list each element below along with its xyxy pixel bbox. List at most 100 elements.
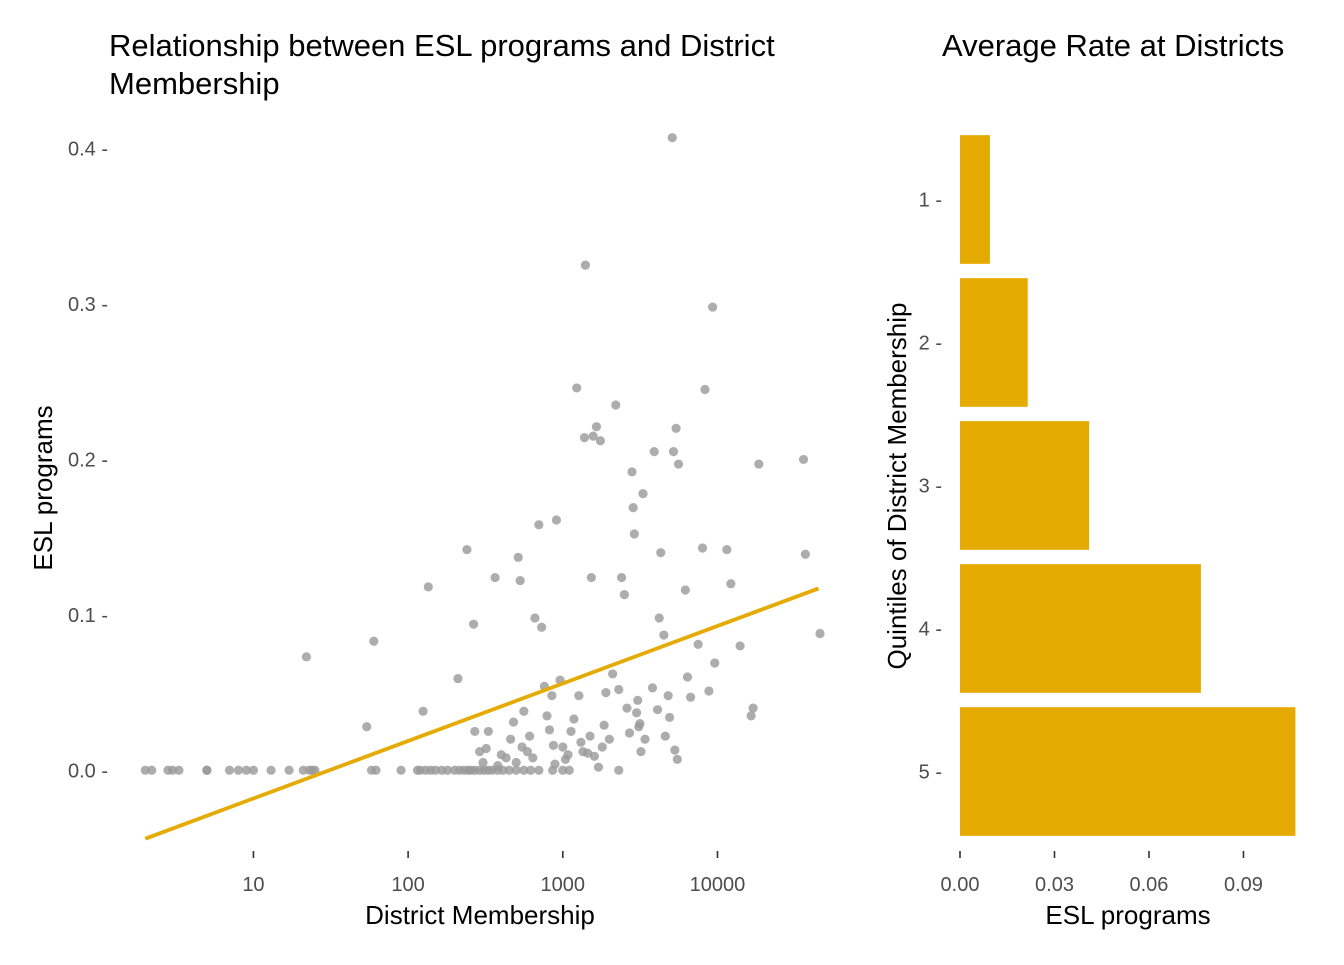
- data-point: [629, 529, 639, 539]
- data-point: [530, 613, 540, 623]
- data-point: [685, 692, 696, 702]
- bar: [960, 421, 1090, 550]
- data-point: [614, 765, 624, 775]
- data-point: [800, 549, 810, 559]
- data-point: [710, 658, 720, 668]
- data-point: [722, 544, 732, 555]
- scatter-y-tick-label: 0.0 -: [68, 760, 108, 782]
- trend-line: [144, 586, 820, 841]
- bar-x-tick-label: 0.09: [1224, 874, 1263, 896]
- scatter-title-line-1: Relationship between ESL programs and Di…: [109, 28, 775, 63]
- data-point: [301, 652, 312, 662]
- data-point: [519, 706, 529, 716]
- data-point: [754, 459, 764, 469]
- data-point: [633, 695, 643, 705]
- bar-x-axis-title: ESL programs: [1045, 900, 1210, 930]
- data-point: [640, 734, 650, 744]
- data-point: [593, 762, 604, 772]
- data-point: [468, 619, 479, 629]
- data-point: [418, 706, 428, 716]
- data-point: [140, 765, 150, 775]
- data-point: [511, 757, 521, 768]
- data-point: [511, 765, 521, 775]
- data-point: [481, 743, 491, 754]
- bar-x-axis: 0.00 0.03 0.06 0.09: [941, 851, 1263, 896]
- data-point: [266, 765, 276, 775]
- data-point: [526, 765, 536, 775]
- bar-y-axis: 1 - 2 - 3 - 4 - 5 -: [919, 190, 942, 784]
- data-point: [174, 765, 184, 775]
- data-point: [544, 725, 555, 735]
- data-point: [589, 751, 599, 761]
- bar-x-tick-label: 0.06: [1130, 874, 1169, 896]
- data-point: [569, 714, 579, 724]
- data-point: [284, 765, 294, 775]
- data-point: [659, 630, 669, 640]
- data-point: [202, 765, 212, 775]
- scatter-y-axis: 0.0 - 0.1 - 0.2 - 0.3 - 0.4 -: [68, 139, 108, 783]
- data-point: [443, 765, 453, 775]
- scatter-y-axis-title: ESL programs: [28, 405, 58, 570]
- data-point: [619, 590, 629, 600]
- data-point: [515, 576, 525, 586]
- data-point: [660, 731, 670, 741]
- data-point: [470, 726, 480, 737]
- data-point: [708, 302, 718, 312]
- data-point: [233, 765, 244, 775]
- data-point: [478, 757, 488, 768]
- data-point: [588, 431, 598, 441]
- data-point: [396, 765, 406, 775]
- data-point: [534, 765, 544, 775]
- data-point: [537, 622, 547, 632]
- data-point: [627, 467, 637, 477]
- bar: [960, 564, 1201, 693]
- data-point: [430, 765, 440, 775]
- data-point: [667, 133, 677, 143]
- scatter-x-tick-label: 10000: [690, 874, 746, 896]
- bar: [960, 135, 990, 264]
- data-point: [748, 703, 758, 713]
- data-point: [636, 747, 646, 757]
- data-point: [656, 548, 666, 558]
- data-point: [617, 572, 627, 583]
- data-point: [566, 726, 576, 737]
- data-point: [513, 552, 523, 562]
- scatter-panel: Relationship between ESL programs and Di…: [28, 28, 825, 930]
- data-point: [735, 641, 745, 651]
- data-point: [248, 765, 259, 775]
- scatter-x-axis: 10 100 1000 10000: [242, 851, 745, 896]
- data-point: [668, 447, 679, 457]
- data-point: [622, 703, 632, 713]
- data-point: [528, 753, 538, 763]
- data-point: [664, 712, 675, 723]
- data-point: [673, 459, 684, 469]
- data-point: [608, 669, 618, 679]
- data-point: [572, 383, 582, 393]
- data-point: [564, 765, 574, 775]
- data-point: [563, 750, 573, 760]
- data-point: [700, 384, 710, 395]
- data-point: [654, 613, 664, 623]
- data-point: [647, 683, 658, 693]
- data-point: [680, 585, 690, 595]
- bar: [960, 278, 1028, 407]
- data-point: [663, 691, 673, 701]
- data-point: [798, 454, 809, 465]
- scatter-x-tick-label: 100: [391, 874, 424, 896]
- data-point: [652, 705, 663, 715]
- data-point: [591, 422, 602, 432]
- data-point: [635, 719, 645, 729]
- data-point: [522, 747, 532, 757]
- data-point: [576, 737, 586, 747]
- data-point: [371, 765, 381, 775]
- scatter-x-tick-label: 10: [242, 874, 264, 896]
- scatter-x-tick-label: 1000: [541, 874, 586, 896]
- data-point: [501, 753, 511, 763]
- data-point: [534, 520, 544, 530]
- data-point: [224, 765, 235, 775]
- data-point: [624, 728, 635, 738]
- data-point: [597, 742, 607, 752]
- data-point: [310, 765, 320, 775]
- data-point: [241, 765, 251, 775]
